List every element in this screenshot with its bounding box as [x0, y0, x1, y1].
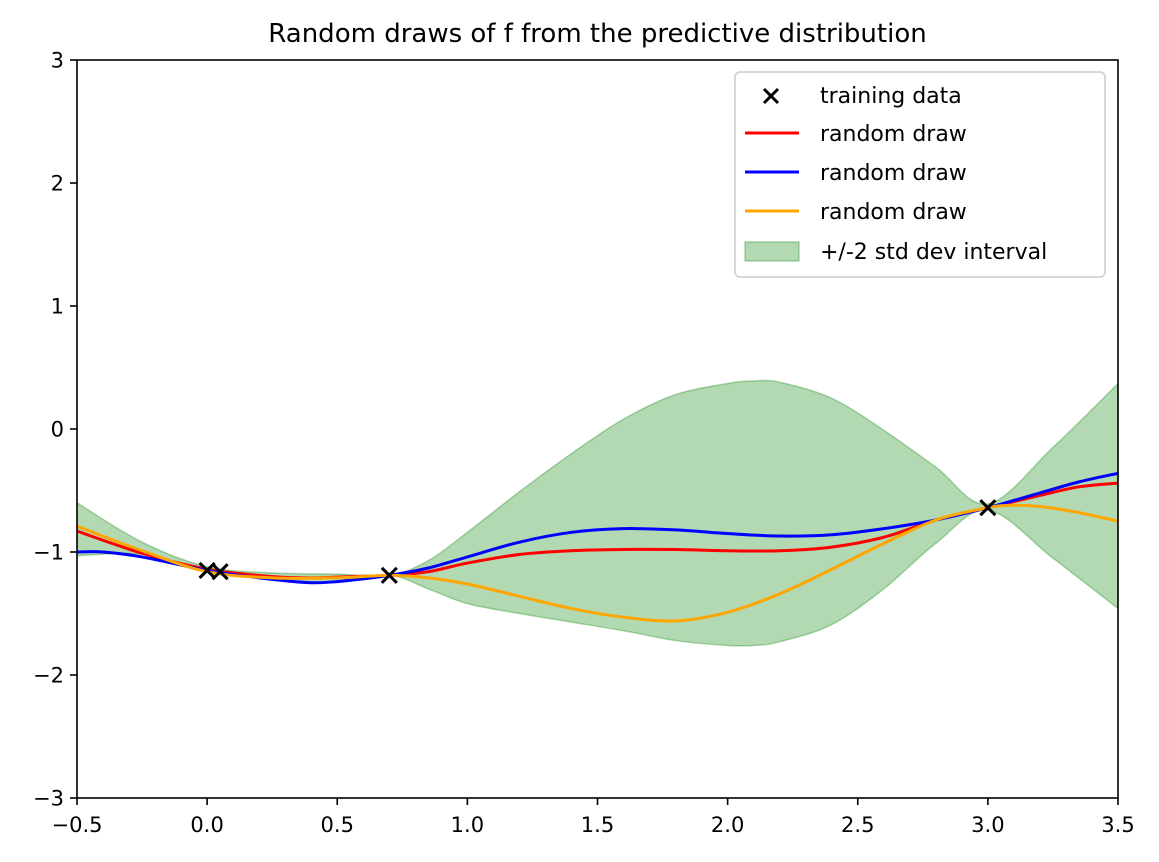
series-layer — [77, 471, 1118, 623]
x-tick-label: 0.0 — [190, 813, 223, 837]
training-point — [380, 566, 398, 584]
legend-label-training: training data — [820, 84, 962, 109]
y-tick-label: 1 — [51, 295, 64, 319]
x-tick-label: 0.5 — [321, 813, 354, 837]
x-tick-label: −0.5 — [52, 813, 103, 837]
legend-label-series-2: random draw — [820, 161, 967, 186]
legend-label-series-3: random draw — [820, 200, 967, 225]
interval-band — [77, 379, 1118, 647]
legend-marker-training — [762, 87, 780, 105]
x-tick-label: 1.5 — [581, 813, 614, 837]
x-tick-label: 3.0 — [971, 813, 1004, 837]
y-tick-label: 3 — [51, 49, 64, 73]
x-tick-label: 2.0 — [711, 813, 744, 837]
training-point — [211, 563, 229, 581]
legend-label-interval: +/-2 std dev interval — [820, 240, 1047, 265]
legend-box — [734, 71, 1106, 278]
legend: training data random draw random draw ra… — [734, 71, 1106, 278]
x-tick-label: 2.5 — [841, 813, 874, 837]
training-point — [979, 499, 997, 517]
chart-title: Random draws of f from the predictive di… — [268, 19, 926, 49]
x-tick-label: 3.5 — [1101, 813, 1134, 837]
x-axis: −0.5 0.0 0.5 1.0 1.5 2.0 2.5 3.0 3.5 — [52, 798, 1135, 837]
y-tick-label: −1 — [33, 541, 64, 565]
y-tick-label: 0 — [51, 418, 64, 442]
y-tick-label: −2 — [33, 664, 64, 688]
y-tick-label: −3 — [33, 787, 64, 811]
legend-label-series-1: random draw — [820, 122, 967, 147]
training-points-layer — [198, 499, 997, 584]
legend-patch-interval — [744, 241, 800, 262]
x-tick-label: 1.0 — [451, 813, 484, 837]
interval-layer — [77, 379, 1118, 647]
y-axis: −3 −2 −1 0 1 2 3 — [33, 49, 77, 811]
series-line-3 — [77, 503, 1118, 623]
y-tick-label: 2 — [51, 172, 64, 196]
